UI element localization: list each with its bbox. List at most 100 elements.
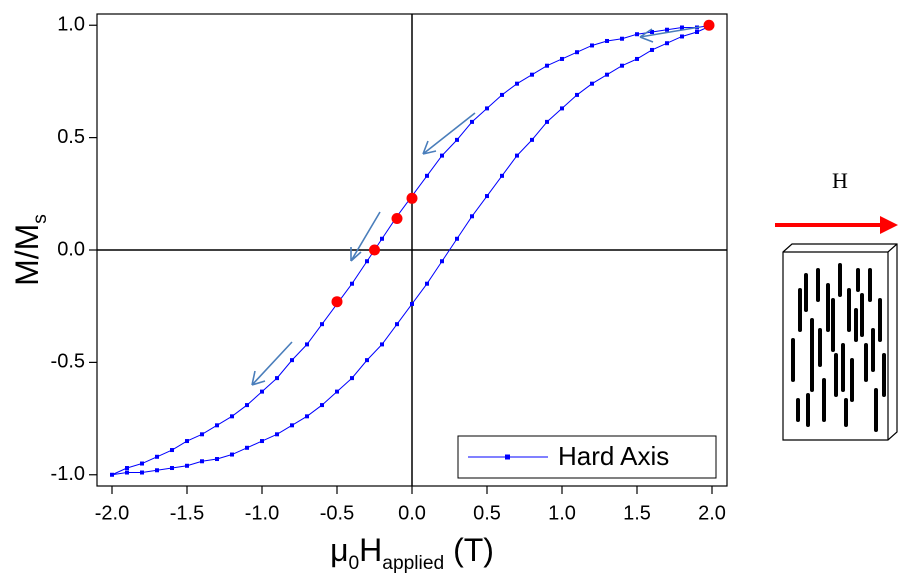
point: [425, 281, 429, 286]
point: [200, 459, 204, 464]
point: [215, 423, 219, 428]
x-tick-label: -1.0: [245, 502, 279, 524]
point: [620, 36, 624, 41]
point: [380, 342, 384, 347]
point: [215, 457, 219, 462]
x-tick-label: -0.5: [320, 502, 354, 524]
x-tick-label: 0.5: [473, 502, 501, 524]
point: [320, 322, 324, 327]
y-tick-label: 0.0: [57, 238, 85, 260]
point: [425, 173, 429, 178]
point: [485, 194, 489, 199]
point: [185, 463, 189, 468]
highlight-point: [369, 244, 380, 256]
point: [410, 301, 414, 306]
point: [380, 236, 384, 241]
legend-marker: [505, 454, 510, 460]
point: [110, 472, 114, 477]
point: [680, 34, 684, 39]
point: [545, 119, 549, 124]
x-axis-label: μ0Happlied (T): [330, 532, 494, 573]
point: [440, 259, 444, 264]
point: [515, 153, 519, 158]
point: [320, 403, 324, 408]
point: [575, 92, 579, 97]
point: [605, 38, 609, 43]
y-tick-label: 1.0: [57, 14, 85, 36]
point: [560, 106, 564, 111]
point: [530, 72, 534, 77]
point: [695, 29, 699, 34]
x-tick-label: 0.0: [398, 502, 426, 524]
point: [305, 414, 309, 419]
point: [605, 72, 609, 77]
point: [350, 281, 354, 286]
point: [680, 25, 684, 30]
y-axis-label-part: s: [30, 214, 51, 224]
x-tick-label: 1.0: [548, 502, 576, 524]
point: [560, 56, 564, 61]
point: [245, 403, 249, 408]
point: [665, 41, 669, 46]
highlight-point: [391, 213, 403, 225]
point: [365, 259, 369, 264]
point: [260, 389, 264, 394]
point: [590, 43, 594, 48]
y-tick-label: -0.5: [51, 351, 85, 373]
point: [530, 137, 534, 142]
point: [155, 454, 159, 459]
point: [485, 106, 489, 111]
point: [290, 423, 294, 428]
point: [545, 63, 549, 68]
point: [500, 173, 504, 178]
x-axis-label-part: μ: [330, 532, 348, 568]
x-tick-label: 2.0: [698, 502, 726, 524]
point: [140, 470, 144, 475]
point: [230, 414, 234, 419]
point: [635, 56, 639, 61]
point: [260, 439, 264, 444]
point: [125, 466, 129, 471]
x-axis-label-part: (T): [444, 532, 494, 568]
point: [275, 432, 279, 437]
sample-diagram: H: [775, 168, 898, 441]
x-tick-label: 1.5: [623, 502, 651, 524]
plot-frame: [96, 13, 728, 487]
point: [455, 137, 459, 142]
field-arrow-head: [880, 216, 898, 234]
x-tick-label: -2.0: [95, 502, 129, 524]
y-axis-label: M/Ms: [9, 214, 50, 286]
point: [170, 466, 174, 471]
point: [365, 358, 369, 363]
point: [500, 92, 504, 97]
direction-arrows: [251, 26, 701, 386]
point: [575, 50, 579, 55]
point: [185, 439, 189, 444]
point: [650, 47, 654, 52]
point: [620, 63, 624, 68]
point: [305, 342, 309, 347]
y-tick-label: 0.5: [57, 126, 85, 148]
point: [230, 452, 234, 457]
legend-label: Hard Axis: [558, 441, 669, 471]
point: [650, 29, 654, 34]
point: [665, 27, 669, 32]
point: [455, 236, 459, 241]
point: [170, 448, 174, 453]
point: [350, 376, 354, 381]
x-axis-label-part: H: [359, 532, 382, 568]
point: [200, 432, 204, 437]
point: [470, 214, 474, 219]
x-axis-label-part: 0: [349, 553, 360, 574]
point: [590, 81, 594, 86]
y-tick-label: -1.0: [51, 463, 85, 485]
point: [635, 32, 639, 37]
point: [275, 376, 279, 381]
field-label: H: [832, 168, 848, 193]
point: [155, 468, 159, 473]
point: [335, 389, 339, 394]
highlight-point: [703, 19, 715, 31]
point: [290, 358, 294, 363]
highlight-point: [331, 296, 343, 308]
plot: -2.0 -1.5 -1.0 -0.5 0.0 0.5 1.0 1.5 2.0 -1.0 -0.5 0…: [9, 13, 728, 574]
